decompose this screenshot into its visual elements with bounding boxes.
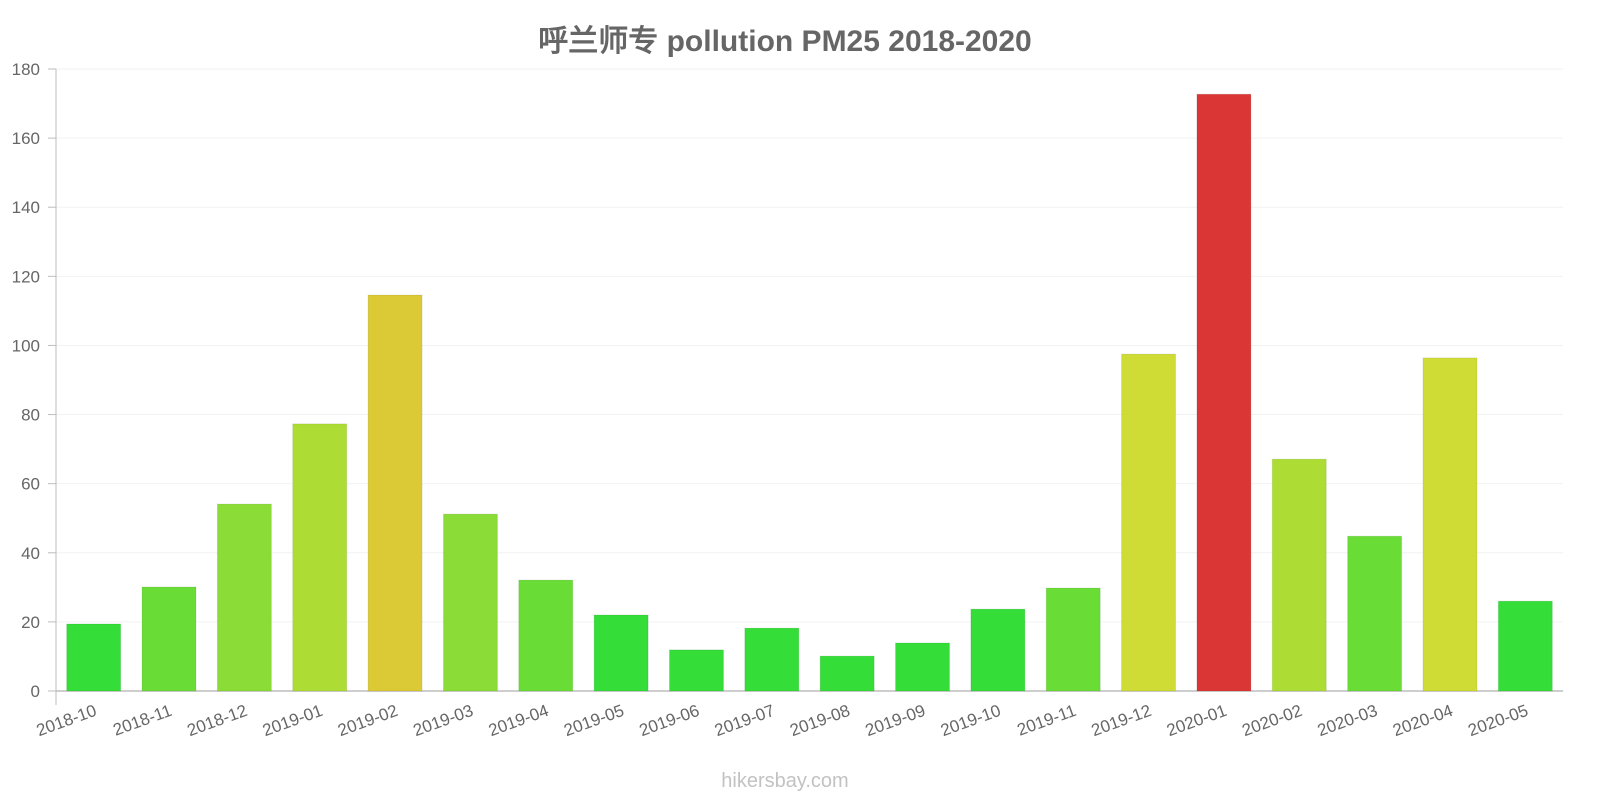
bar-2019-08[interactable]: [819, 655, 875, 692]
x-tick-label: 2020-05: [1466, 701, 1531, 740]
bar-2019-12[interactable]: [1121, 353, 1177, 692]
watermark: hikersbay.com: [721, 770, 849, 792]
bar-2019-05[interactable]: [593, 614, 649, 692]
y-tick-label: 180: [12, 60, 40, 79]
x-tick-label: 2020-04: [1390, 701, 1455, 740]
bar-2019-06[interactable]: [668, 649, 724, 692]
x-tick-label: 2019-11: [1015, 701, 1079, 740]
x-tick-label: 2019-12: [1089, 701, 1154, 740]
x-tick-label: 2019-01: [260, 701, 325, 740]
y-tick-label: 60: [21, 475, 40, 494]
x-tick-label: 2019-05: [561, 701, 626, 740]
bar-2020-01[interactable]: [1196, 93, 1252, 692]
bar-2020-03[interactable]: [1347, 535, 1403, 692]
chart-title: 呼兰师专 pollution PM25 2018-2020: [538, 25, 1032, 58]
x-tick-label: 2020-03: [1315, 701, 1380, 740]
y-tick-label: 80: [21, 406, 40, 425]
x-tick-label: 2019-02: [335, 701, 400, 740]
bar-2019-07[interactable]: [744, 627, 800, 692]
y-tick-label: 20: [21, 613, 40, 632]
x-tick-label: 2018-12: [185, 701, 250, 740]
y-tick-label: 120: [12, 267, 40, 286]
x-tick-label: 2018-10: [34, 701, 99, 740]
bar-2019-09[interactable]: [895, 642, 951, 692]
y-tick-label: 40: [21, 544, 40, 563]
y-tick-label: 160: [12, 129, 40, 148]
x-tick-label: 2019-07: [712, 701, 777, 740]
bar-2019-11[interactable]: [1045, 587, 1101, 692]
x-tick-label: 2020-01: [1164, 701, 1229, 740]
y-tick-label: 100: [12, 336, 40, 355]
x-tick-label: 2019-08: [787, 701, 852, 740]
x-tick-label: 2019-06: [637, 701, 702, 740]
bar-2020-04[interactable]: [1422, 357, 1478, 692]
bar-2020-05[interactable]: [1497, 600, 1553, 692]
bar-2019-01[interactable]: [292, 423, 348, 692]
x-tick-label: 2019-09: [863, 701, 928, 740]
x-tick-label: 2019-04: [486, 701, 551, 740]
bar-2020-02[interactable]: [1271, 458, 1327, 692]
bar-2019-10[interactable]: [970, 608, 1026, 692]
bar-2019-02[interactable]: [367, 294, 423, 692]
x-tick-label: 2018-11: [110, 701, 174, 740]
bar-2019-04[interactable]: [518, 579, 574, 692]
bar-2018-10[interactable]: [66, 623, 122, 692]
x-tick-label: 2020-02: [1240, 701, 1305, 740]
bar-2018-12[interactable]: [216, 503, 272, 692]
x-tick-label: 2019-10: [938, 701, 1003, 740]
bar-2019-03[interactable]: [442, 513, 498, 692]
bar-2018-11[interactable]: [141, 586, 197, 692]
x-tick-label: 2019-03: [411, 701, 476, 740]
y-tick-label: 0: [31, 682, 40, 701]
y-tick-label: 140: [12, 198, 40, 217]
